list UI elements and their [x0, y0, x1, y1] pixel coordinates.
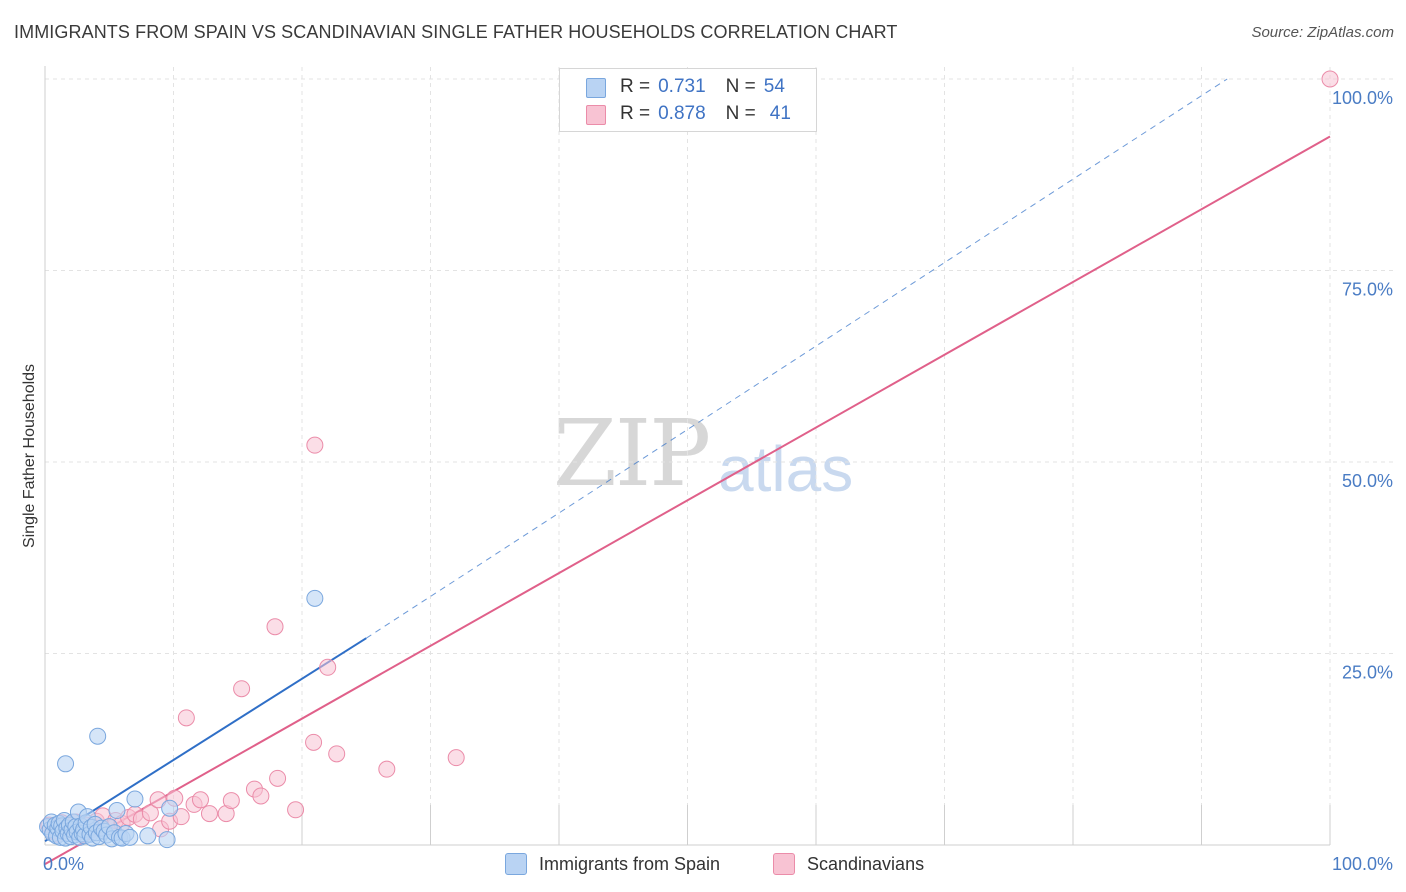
tick-label-layer: 100.0% 75.0% 50.0% 25.0% 0.0% 100.0% — [43, 88, 1393, 874]
y-tick-label: 50.0% — [1342, 471, 1393, 491]
scandinavians-point — [200, 805, 218, 823]
x-tick-label: 0.0% — [43, 854, 84, 874]
scandinavians-trend-line — [44, 135, 1331, 866]
scandinavians-point — [328, 745, 346, 763]
point-layer — [39, 70, 1339, 849]
y-tick-label: 75.0% — [1342, 280, 1393, 300]
spain-trend-extension — [365, 78, 1228, 639]
legend-r-label: R = — [620, 76, 651, 97]
watermark-zip: ZIP — [553, 400, 711, 507]
spain-point — [139, 827, 157, 845]
scandinavians-point — [141, 804, 159, 822]
trend-layer — [44, 78, 1331, 866]
spain-trend-line — [44, 637, 367, 843]
scandinavians-point — [177, 709, 195, 727]
legend-n-value: 54 — [763, 76, 785, 97]
legend-row-scandinavians: R = 0.878 N = 41 — [586, 102, 791, 126]
spain-point — [161, 799, 179, 817]
bottom-legend-swatch-pink — [773, 853, 795, 875]
spain-point — [158, 831, 176, 849]
scandinavians-point — [191, 791, 209, 809]
source-label: Source: ZipAtlas.com — [1251, 24, 1394, 41]
legend-swatch-pink — [586, 105, 606, 125]
grid-layer — [45, 67, 1395, 845]
spain-point — [108, 802, 126, 820]
spain-point — [126, 790, 144, 808]
spain-point — [89, 727, 107, 745]
scandinavians-point — [149, 791, 167, 809]
y-tick-label: 25.0% — [1342, 663, 1393, 683]
spain-point — [57, 755, 75, 773]
scandinavians-point — [306, 436, 324, 454]
x-tick-label: 100.0% — [1332, 854, 1393, 874]
scandinavians-point — [305, 733, 323, 751]
legend-r-value: 0.878 — [658, 103, 706, 124]
scandinavians-point — [378, 760, 396, 778]
scandinavians-point — [447, 749, 465, 767]
chart-title: IMMIGRANTS FROM SPAIN VS SCANDINAVIAN SI… — [14, 22, 898, 42]
bottom-legend-scandinavians: Scandinavians — [773, 852, 924, 876]
legend-n-label: N = — [725, 76, 756, 97]
bottom-legend-spain: Immigrants from Spain — [505, 852, 720, 876]
correlation-legend: R = 0.731 N = 54 R = 0.878 N = 41 — [559, 68, 817, 132]
bottom-legend-swatch-blue — [505, 853, 527, 875]
legend-r-label: R = — [620, 103, 651, 124]
axis-layer — [44, 66, 1331, 846]
legend-row-spain: R = 0.731 N = 54 — [586, 75, 785, 99]
legend-r-value: 0.731 — [658, 76, 706, 97]
bottom-legend-label-spain: Immigrants from Spain — [539, 853, 721, 874]
scandinavians-point — [172, 808, 190, 826]
scandinavians-point — [222, 792, 240, 810]
scandinavians-point — [269, 769, 287, 787]
legend-n-value: 41 — [769, 103, 791, 124]
spain-point — [306, 589, 324, 607]
scandinavians-point — [252, 787, 270, 805]
y-tick-label: 100.0% — [1332, 88, 1393, 108]
legend-swatch-blue — [586, 78, 606, 98]
scandinavians-point — [233, 680, 251, 698]
scandinavians-point — [266, 618, 284, 636]
scandinavians-point — [319, 658, 337, 676]
scandinavians-point — [287, 801, 305, 819]
legend-n-label: N = — [725, 103, 756, 124]
scandinavians-point — [1321, 70, 1339, 88]
spain-point — [121, 828, 139, 846]
bottom-legend-label-scandinavians: Scandinavians — [807, 853, 925, 874]
